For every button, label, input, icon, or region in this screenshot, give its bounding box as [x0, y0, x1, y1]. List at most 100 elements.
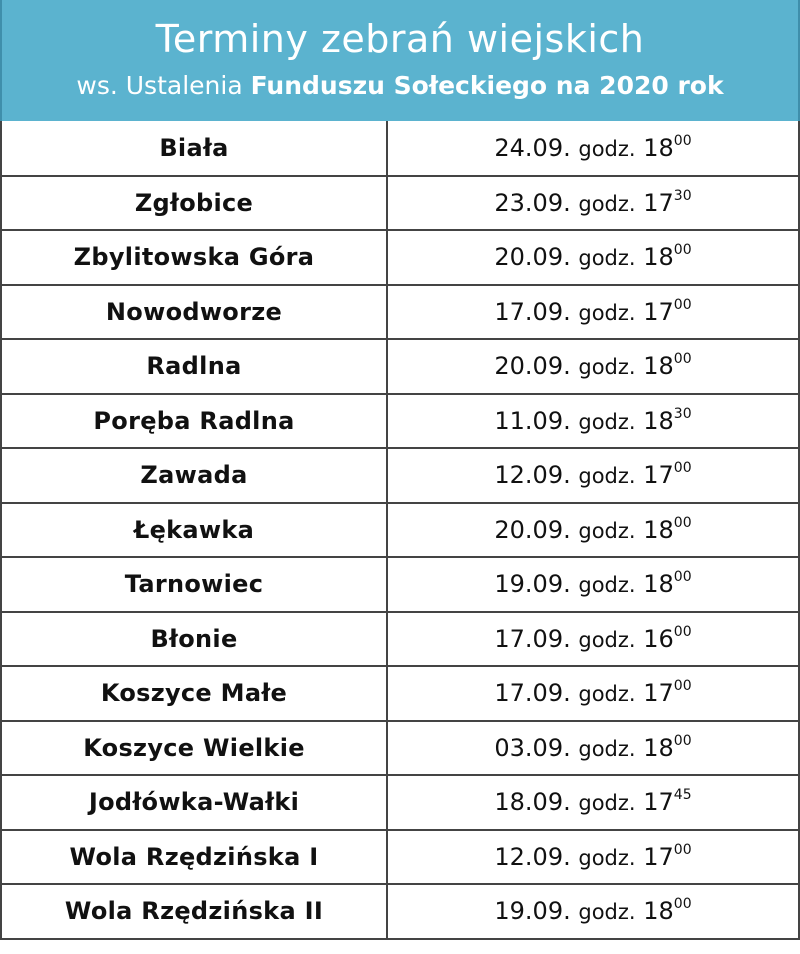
meeting-date: 18.09. [494, 788, 571, 817]
meeting-hour: 18 [643, 406, 674, 435]
meeting-minutes: 30 [673, 405, 692, 422]
meeting-datetime: 20.09. godz. 1800 [386, 501, 800, 558]
meeting-hour: 18 [643, 243, 674, 272]
meeting-datetime: 20.09. godz. 1800 [386, 229, 800, 286]
meeting-hour: 17 [643, 788, 674, 817]
meeting-hour: 18 [643, 897, 674, 926]
village-name: Poręba Radlna [0, 392, 388, 449]
table-row: Biała 24.09. godz. 1800 [0, 121, 800, 177]
meeting-minutes: 30 [673, 187, 692, 204]
meeting-date: 12.09. [494, 842, 571, 871]
meeting-hour: 18 [643, 733, 674, 762]
meeting-datetime: 12.09. godz. 1700 [386, 447, 800, 504]
godz-label: godz. [578, 300, 636, 325]
meeting-date: 17.09. [494, 679, 571, 708]
meeting-date: 17.09. [494, 624, 571, 653]
table-row: Koszyce Wielkie 03.09. godz. 1800 [0, 719, 800, 776]
meeting-hour: 18 [643, 570, 674, 599]
godz-label: godz. [578, 191, 636, 216]
meeting-minutes: 00 [673, 460, 692, 477]
godz-label: godz. [578, 136, 636, 161]
table-row: Zgłobice 23.09. godz. 1730 [0, 174, 800, 231]
meeting-date: 11.09. [494, 406, 571, 435]
godz-label: godz. [578, 900, 636, 925]
subtitle-prefix: ws. Ustalenia [76, 71, 251, 100]
meeting-datetime: 19.09. godz. 1800 [386, 883, 800, 940]
godz-label: godz. [578, 246, 636, 271]
meeting-minutes: 00 [673, 623, 692, 640]
village-name: Koszyce Małe [0, 665, 388, 722]
village-name: Zbylitowska Góra [0, 229, 388, 286]
meeting-schedule-table: Biała 24.09. godz. 1800 Zgłobice 23.09. god… [0, 121, 800, 940]
meeting-hour: 17 [643, 188, 674, 217]
table-row: Jodłówka-Wałki 18.09. godz. 1745 [0, 774, 800, 831]
meeting-date: 19.09. [494, 570, 571, 599]
meeting-datetime: 03.09. godz. 1800 [386, 719, 800, 776]
meeting-minutes: 00 [673, 841, 692, 858]
village-name: Wola Rzędzińska I [0, 828, 388, 885]
page-subtitle: ws. Ustalenia Funduszu Sołeckiego na 202… [2, 69, 798, 103]
table-row: Zbylitowska Góra 20.09. godz. 1800 [0, 229, 800, 286]
meeting-minutes: 00 [673, 296, 692, 313]
meeting-date: 20.09. [494, 243, 571, 272]
godz-label: godz. [578, 518, 636, 543]
godz-label: godz. [578, 845, 636, 870]
table-row: Koszyce Małe 17.09. godz. 1700 [0, 665, 800, 722]
meeting-hour: 17 [643, 297, 674, 326]
meeting-minutes: 00 [673, 132, 692, 149]
table-row: Tarnowiec 19.09. godz. 1800 [0, 556, 800, 613]
table-row: Wola Rzędzińska II 19.09. godz. 1800 [0, 883, 800, 940]
meeting-date: 23.09. [494, 188, 571, 217]
meeting-minutes: 00 [673, 678, 692, 695]
godz-label: godz. [578, 627, 636, 652]
meeting-date: 12.09. [494, 461, 571, 490]
meeting-date: 17.09. [494, 297, 571, 326]
meeting-minutes: 00 [673, 514, 692, 531]
meeting-datetime: 23.09. godz. 1730 [386, 174, 800, 231]
meeting-datetime: 19.09. godz. 1800 [386, 556, 800, 613]
table-row: Zawada 12.09. godz. 1700 [0, 447, 800, 504]
village-name: Zgłobice [0, 174, 388, 231]
meeting-minutes: 00 [673, 732, 692, 749]
header-banner: Terminy zebrań wiejskich ws. Ustalenia F… [0, 0, 800, 121]
meeting-minutes: 00 [673, 242, 692, 259]
meeting-hour: 18 [643, 515, 674, 544]
meeting-datetime: 24.09. godz. 1800 [386, 121, 800, 177]
meeting-date: 20.09. [494, 515, 571, 544]
meeting-hour: 18 [643, 352, 674, 381]
meeting-date: 03.09. [494, 733, 571, 762]
meeting-datetime: 17.09. godz. 1700 [386, 665, 800, 722]
meeting-date: 24.09. [494, 133, 571, 162]
godz-label: godz. [578, 409, 636, 434]
table-row: Poręba Radlna 11.09. godz. 1830 [0, 392, 800, 449]
meeting-datetime: 11.09. godz. 1830 [386, 392, 800, 449]
meeting-hour: 17 [643, 679, 674, 708]
table-row: Łękawka 20.09. godz. 1800 [0, 501, 800, 558]
meeting-minutes: 00 [673, 896, 692, 913]
meeting-minutes: 00 [673, 569, 692, 586]
meeting-minutes: 00 [673, 351, 692, 368]
godz-label: godz. [578, 355, 636, 380]
table-row: Radlna 20.09. godz. 1800 [0, 338, 800, 395]
meeting-minutes: 45 [673, 787, 692, 804]
village-name: Jodłówka-Wałki [0, 774, 388, 831]
village-name: Biała [0, 121, 388, 177]
meeting-datetime: 18.09. godz. 1745 [386, 774, 800, 831]
meeting-date: 20.09. [494, 352, 571, 381]
page-title: Terminy zebrań wiejskich [155, 17, 645, 61]
subtitle-bold: Funduszu Sołeckiego na 2020 rok [250, 71, 724, 100]
village-name: Koszyce Wielkie [0, 719, 388, 776]
meeting-date: 19.09. [494, 897, 571, 926]
village-name: Zawada [0, 447, 388, 504]
godz-label: godz. [578, 573, 636, 598]
village-name: Tarnowiec [0, 556, 388, 613]
village-name: Błonie [0, 610, 388, 667]
schedule-body: Biała 24.09. godz. 1800 Zgłobice 23.09. god… [0, 121, 800, 940]
meeting-hour: 18 [643, 133, 674, 162]
godz-label: godz. [578, 464, 636, 489]
godz-label: godz. [578, 791, 636, 816]
meeting-hour: 17 [643, 461, 674, 490]
table-row: Wola Rzędzińska I 12.09. godz. 1700 [0, 828, 800, 885]
village-name: Nowodworze [0, 283, 388, 340]
village-name: Łękawka [0, 501, 388, 558]
